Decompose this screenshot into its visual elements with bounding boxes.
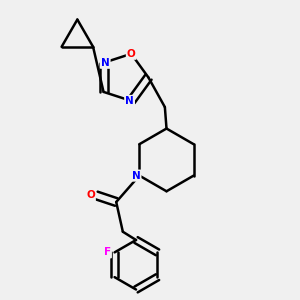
Text: O: O (127, 49, 136, 59)
Text: N: N (125, 96, 134, 106)
Text: N: N (132, 171, 140, 181)
Text: N: N (101, 58, 110, 68)
Text: O: O (86, 190, 95, 200)
Text: F: F (104, 248, 111, 257)
